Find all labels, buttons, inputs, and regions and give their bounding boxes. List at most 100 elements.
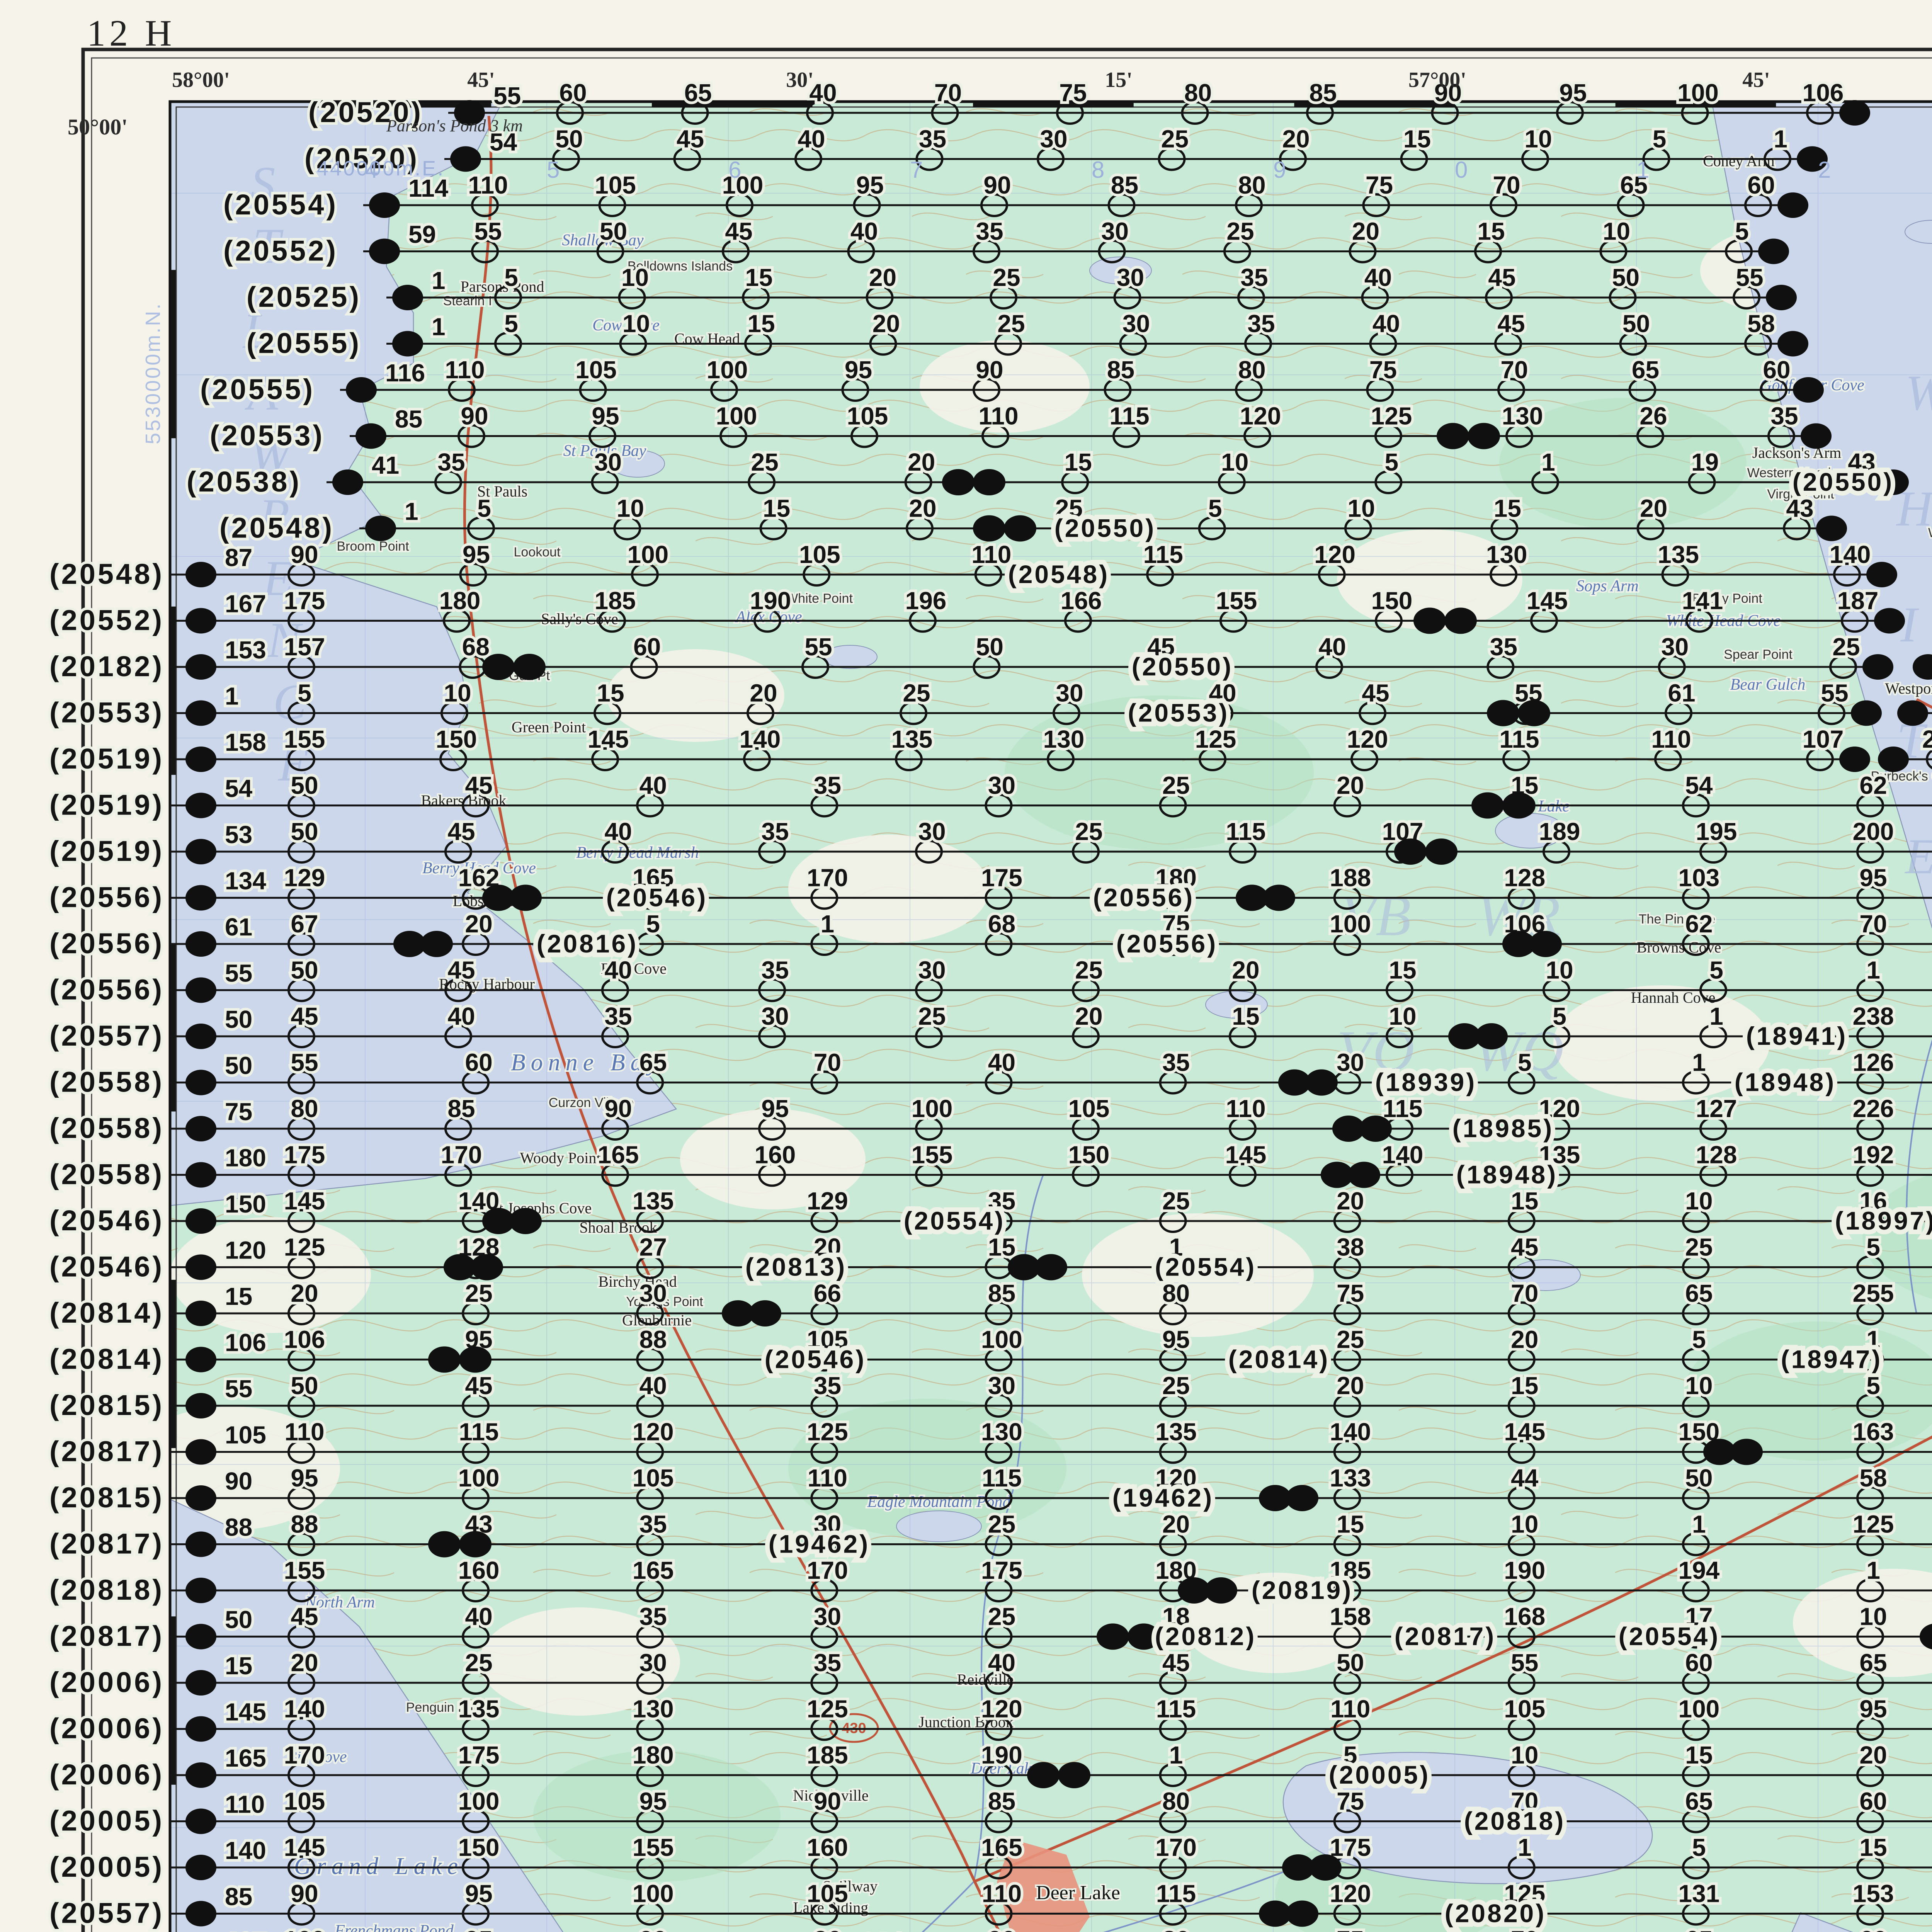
fiducial-number: 20 — [1640, 495, 1667, 522]
fiducial-number: 153 — [225, 636, 266, 664]
fiducial-circle — [444, 840, 472, 864]
fiducial-number: 35 — [1247, 310, 1275, 338]
fiducial-number: 100 — [1330, 910, 1371, 938]
renumber-dot — [1236, 884, 1268, 911]
fiducial-number: 60 — [465, 1049, 493, 1077]
fiducial-circle — [1531, 470, 1559, 494]
segment-start-dot — [185, 793, 216, 818]
fiducial-circle — [1333, 1763, 1361, 1787]
fiducial-number: 50 — [1337, 1649, 1364, 1677]
fiducial-number: 107 — [1382, 818, 1423, 845]
fiducial-number: 95 — [761, 1095, 789, 1122]
fiducial-circle — [287, 1163, 315, 1187]
fiducial-circle — [985, 1855, 1013, 1879]
renumber-dot — [1035, 1254, 1067, 1281]
fiducial-number: 25 — [1162, 772, 1190, 799]
fiducial-number: 20 — [291, 1279, 318, 1307]
fiducial-circle — [1386, 1163, 1413, 1187]
fiducial-circle — [915, 840, 943, 864]
segment-start-dot — [185, 885, 216, 911]
fiducial-number: 40 — [447, 1002, 475, 1030]
graticule-label: 58°00' — [172, 68, 230, 92]
line-number-mid: (20816) — [537, 929, 638, 958]
forest-patch — [1685, 1321, 1932, 1461]
fiducial-number: 25 — [1055, 495, 1083, 522]
fiducial-circle — [801, 655, 829, 679]
segment-start-dot — [185, 1162, 216, 1188]
graticule-label: 30' — [786, 68, 814, 92]
fiducial-number: 140 — [1330, 1418, 1371, 1446]
fiducial-circle — [1764, 147, 1791, 171]
fiducial-number: 110 — [978, 402, 1018, 430]
renumber-dot — [1444, 607, 1477, 634]
fiducial-number: 95 — [639, 1787, 667, 1815]
fiducial-number: 88 — [225, 1514, 252, 1541]
fiducial-number: 20 — [1337, 1187, 1364, 1215]
fiducial-number: 20 — [1232, 956, 1259, 984]
fiducial-number: 66 — [814, 1279, 841, 1307]
fiducial-circle — [462, 1671, 490, 1695]
fiducial-circle — [462, 932, 490, 956]
line-number-mid: (20546) — [606, 883, 708, 912]
fiducial-number: 5 — [1866, 1372, 1880, 1400]
fiducial-circle — [601, 840, 629, 864]
fiducial-circle — [1159, 1486, 1187, 1510]
fiducial-number: 90 — [604, 1095, 632, 1122]
line-number-mid: (20812) — [1155, 1622, 1257, 1651]
line-number-mid: (18948) — [1456, 1160, 1558, 1189]
shore-dot — [1913, 654, 1932, 680]
fiducial-circle — [636, 1070, 664, 1095]
fiducial-circle — [636, 1394, 664, 1418]
road — [463, 116, 1001, 1932]
fiducial-number: 85 — [988, 1787, 1015, 1815]
fiducial-circle — [1688, 470, 1716, 494]
river — [973, 1174, 1044, 1882]
segment-start-dot — [185, 608, 216, 634]
line-number-left: (20814) — [49, 1297, 164, 1329]
fiducial-circle — [1682, 932, 1710, 956]
fiducial-number: 38 — [1337, 1233, 1364, 1261]
flight-line: (20556)61(18940)672051687510010662701401… — [47, 907, 1932, 963]
fiducial-number: 25 — [1832, 633, 1860, 661]
forest-patch — [1005, 696, 1314, 850]
renumber-dot — [749, 1300, 781, 1327]
renumber-dot — [1413, 607, 1446, 634]
fiducial-circle — [636, 1347, 664, 1372]
fiducial-number: 105 — [1504, 1695, 1545, 1723]
fiducial-circle — [588, 424, 616, 448]
fiducial-circle — [1682, 1578, 1710, 1602]
fiducial-circle — [1619, 332, 1647, 356]
renumber-dot — [444, 1254, 476, 1281]
fiducial-number: 128 — [1696, 1141, 1737, 1169]
fiducial-circle — [1806, 747, 1834, 771]
sea-letter: R — [259, 489, 289, 544]
fiducial-number: 27 — [639, 1233, 667, 1261]
fiducial-circle — [758, 1024, 786, 1048]
fiducial-number: 95 — [291, 1464, 318, 1492]
line-number-left: (20817) — [49, 1528, 164, 1560]
line-number-mid: (19462) — [1112, 1483, 1214, 1512]
river — [1906, 1039, 1932, 1314]
fiducial-number: 115 — [1143, 541, 1183, 568]
fiducial-number: 35 — [814, 1372, 841, 1400]
fiducial-circle — [1431, 101, 1459, 125]
fiducial-number: 45 — [725, 218, 752, 245]
fiducial-circle — [1856, 1070, 1884, 1095]
fiducial-number: 25 — [993, 264, 1020, 291]
fiducial-number: 155 — [1216, 587, 1257, 615]
fiducial-number: 1 — [821, 910, 835, 938]
fiducial-circle — [847, 239, 875, 264]
fiducial-number: 95 — [1559, 79, 1587, 107]
fiducial-circle — [1829, 655, 1857, 679]
fiducial-circle — [1507, 886, 1536, 910]
minute-band-seg — [171, 606, 176, 775]
fiducial-number: 20 — [814, 1233, 841, 1261]
fiducial-number: 58 — [1747, 310, 1775, 338]
fiducial-number: 1 — [225, 682, 239, 710]
fiducial-circle — [287, 1394, 315, 1418]
fiducial-number: 65 — [1685, 1279, 1713, 1307]
fiducial-circle — [1856, 840, 1884, 864]
fiducial-circle — [1206, 701, 1233, 725]
fiducial-circle — [810, 1394, 838, 1418]
